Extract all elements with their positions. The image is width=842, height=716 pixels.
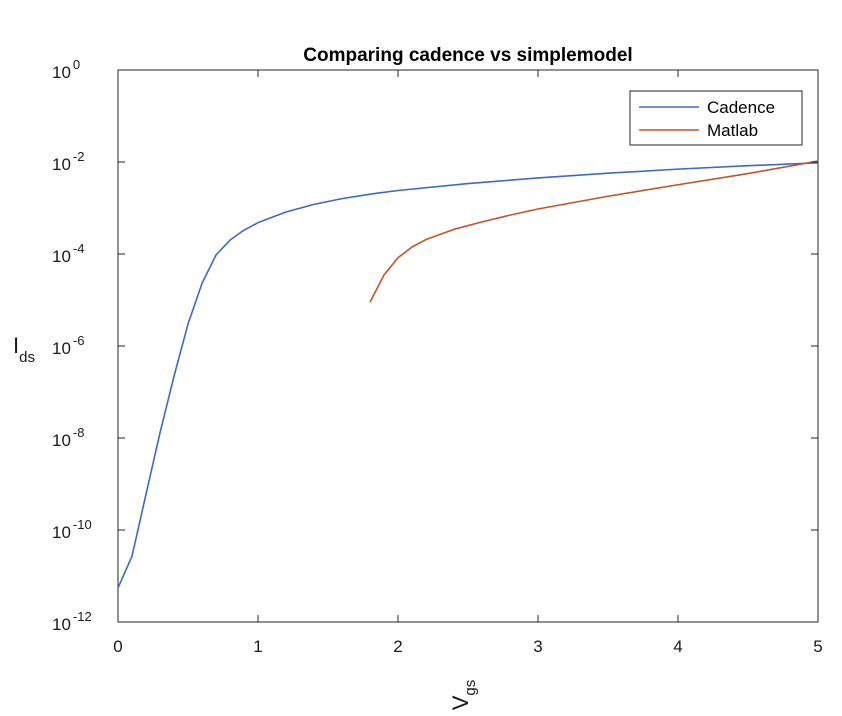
legend-label-matlab: Matlab [707,121,758,140]
y-tick-label: 10 -2 [52,149,84,174]
x-tick-label: 4 [673,637,682,656]
x-tick-label: 3 [533,637,542,656]
y-tick-label: 10 -12 [52,609,92,634]
axes-box [118,70,818,622]
x-axis-label-sub: gs [462,680,479,696]
legend: Cadence Matlab [630,91,802,145]
x-axis-label: Vgs [448,680,479,711]
x-tick-label: 1 [253,637,262,656]
plot-area [118,70,818,622]
x-axis-label-base: V [448,695,473,710]
x-tick-label: 2 [393,637,402,656]
x-tick-label: 5 [813,637,822,656]
y-tick-label: 10 -4 [52,241,84,266]
legend-label-cadence: Cadence [707,98,775,117]
x-tick-label: 0 [113,637,122,656]
chart-title: Comparing cadence vs simplemodel [303,45,632,66]
y-tick-label: 10 -10 [52,517,92,542]
y-tick-label: 10 0 [52,57,80,82]
x-tick-labels: 0 1 2 3 4 5 [113,637,822,656]
y-tick-label: 10 -6 [52,333,84,358]
y-axis-label: Ids [13,333,35,366]
y-tick-label: 10 -8 [52,425,84,450]
y-axis-label-sub: ds [19,349,35,366]
